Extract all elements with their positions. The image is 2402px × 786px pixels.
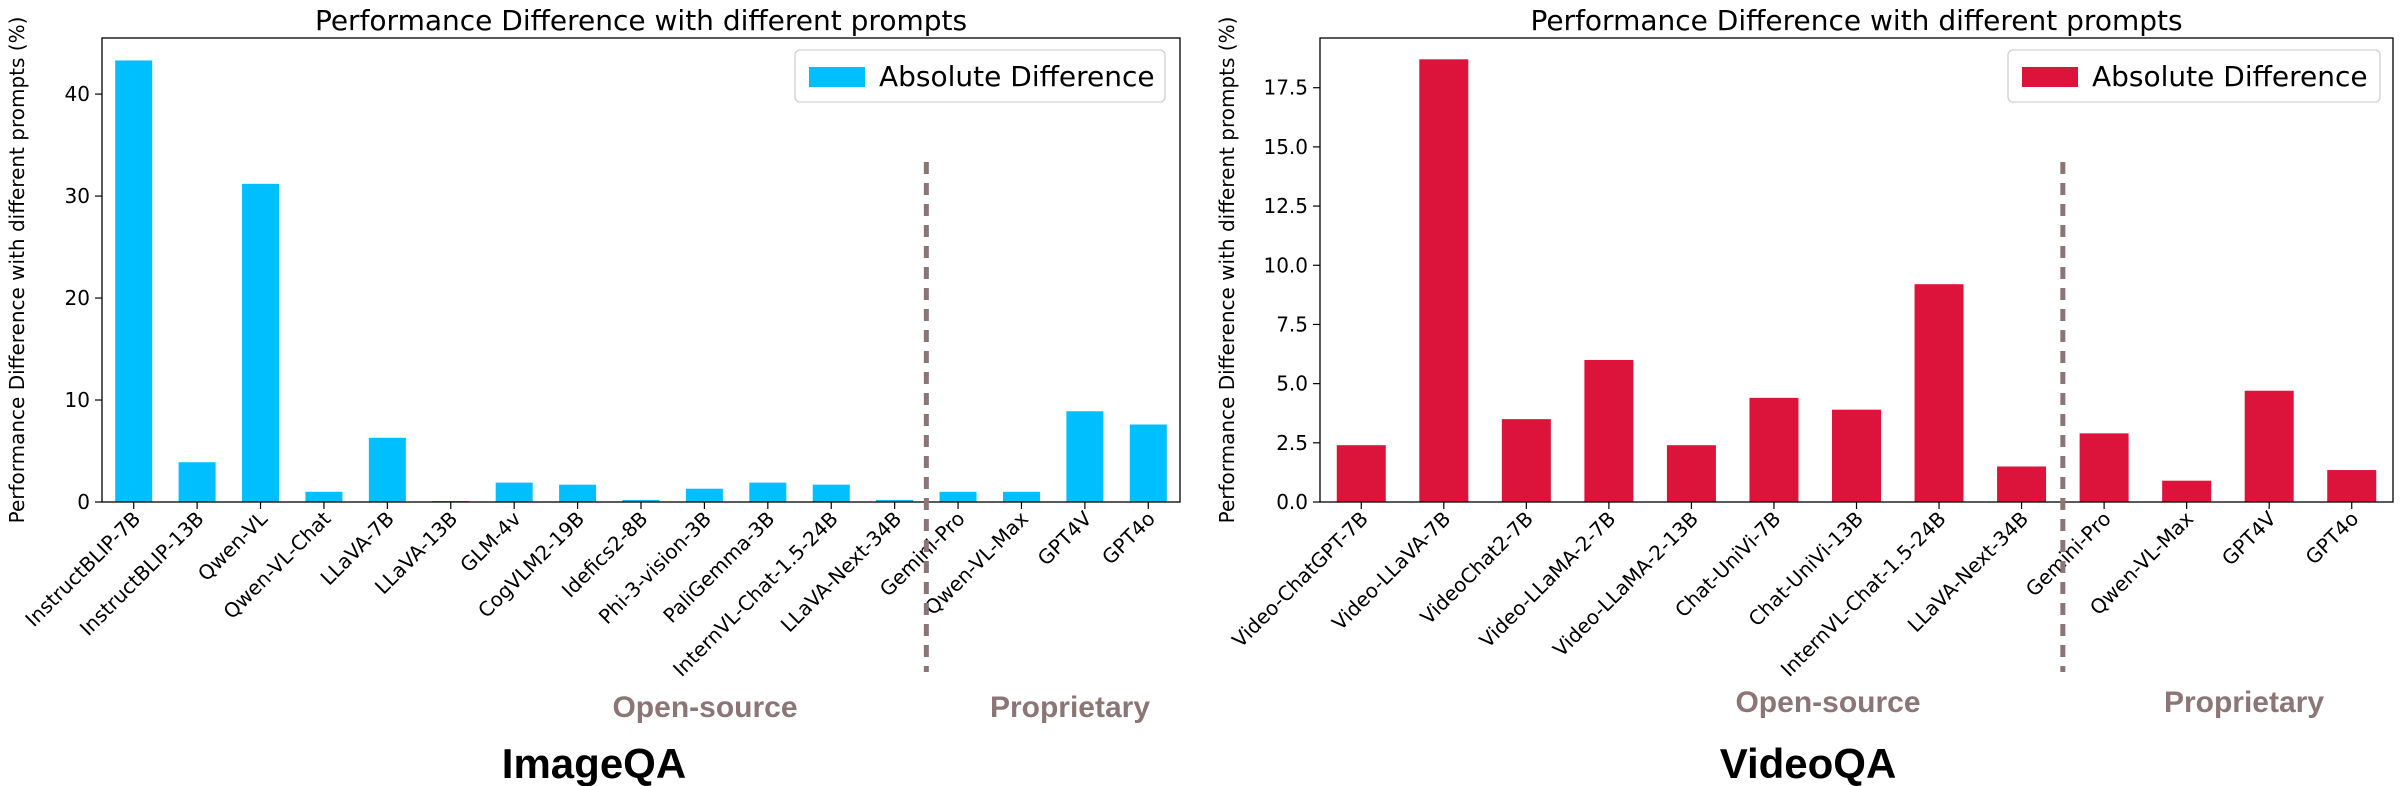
y-tick-label: 0 (77, 490, 90, 514)
bar (1129, 424, 1167, 502)
group-label-open-source: Open-source (1735, 686, 1920, 719)
legend-box (794, 49, 1166, 103)
y-axis-label: Performance Difference with different pr… (5, 17, 29, 524)
x-tick-label: GPT4V (1033, 506, 1097, 570)
x-tick-label: Qwen-VL-Chat (218, 506, 335, 623)
bar (559, 484, 597, 502)
y-tick-label: 2.5 (1276, 431, 1308, 455)
chart-title: Performance Difference with different pr… (315, 4, 967, 37)
panel-label: VideoQA (1720, 740, 1897, 786)
y-axis-label: Performance Difference with different pr… (1215, 17, 1239, 524)
chart-panel-1: Performance Difference with different pr… (5, 4, 1181, 786)
bar (2162, 480, 2212, 502)
panel-label: ImageQA (502, 740, 686, 786)
group-label-proprietary: Proprietary (2164, 686, 2324, 719)
bar (2244, 390, 2294, 502)
bar (1584, 359, 1634, 502)
bar (2079, 433, 2129, 502)
x-tick-label: Phi-3-vision-3B (594, 507, 716, 629)
bars (1336, 59, 2377, 502)
bar (685, 488, 723, 502)
bar (1666, 445, 1716, 502)
bar (2327, 470, 2377, 502)
bar (495, 482, 533, 502)
x-tick-label: InternVL-Chat-1.5-24B (1776, 507, 1951, 682)
bar (305, 491, 343, 502)
y-tick-label: 17.5 (1263, 76, 1308, 100)
y-tick-label: 30 (65, 184, 90, 208)
legend-swatch (809, 67, 865, 87)
legend: Absolute Difference (794, 49, 1166, 103)
bar (1336, 445, 1386, 502)
bar (242, 183, 280, 503)
y-tick-label: 10.0 (1263, 253, 1308, 277)
x-axis: InstructBLIP-7BInstructBLIP-13BQwen-VLQw… (20, 502, 1160, 681)
bar (622, 499, 660, 502)
bar (1914, 284, 1964, 502)
bar (178, 462, 216, 502)
x-tick-label: Video-ChatGPT-7B (1227, 507, 1373, 653)
bar (1419, 59, 1469, 502)
x-tick-label: Video-LLaMA-2-7B (1475, 507, 1621, 653)
x-axis: Video-ChatGPT-7BVideo-LLaVA-7BVideoChat2… (1227, 502, 2363, 681)
bar (939, 491, 977, 502)
bar (1749, 397, 1799, 502)
bar (812, 484, 850, 502)
bars (115, 60, 1167, 503)
y-tick-label: 0.0 (1276, 490, 1308, 514)
bar (115, 60, 153, 502)
legend-swatch (2022, 67, 2078, 87)
chart-title: Performance Difference with different pr… (1530, 4, 2182, 37)
y-tick-label: 7.5 (1276, 312, 1308, 336)
group-label-open-source: Open-source (612, 691, 797, 724)
legend-box (2007, 49, 2381, 103)
x-tick-label: InstructBLIP-7B (20, 507, 145, 632)
bar (1832, 409, 1881, 502)
bar (1997, 466, 2047, 502)
bar (749, 482, 787, 502)
y-tick-label: 12.5 (1263, 194, 1308, 218)
bar (1501, 419, 1551, 502)
legend-label: Absolute Difference (2092, 60, 2368, 93)
x-tick-label: GPT4o (2301, 507, 2364, 570)
chart-panel-2: Performance Difference with different pr… (1215, 4, 2394, 786)
y-tick-label: 5.0 (1276, 372, 1308, 396)
y-tick-label: 15.0 (1263, 135, 1308, 159)
x-tick-label: GPT4V (2217, 506, 2281, 570)
legend: Absolute Difference (2007, 49, 2381, 103)
y-tick-label: 20 (65, 286, 90, 310)
group-label-proprietary: Proprietary (990, 691, 1150, 724)
legend-label: Absolute Difference (879, 60, 1155, 93)
bar (368, 437, 406, 502)
x-tick-label: GPT4o (1097, 507, 1160, 570)
bar (1002, 491, 1040, 502)
x-tick-label: PaliGemma-3B (658, 507, 779, 628)
y-tick-label: 10 (65, 388, 90, 412)
y-axis: 0.0 2.5 5.0 7.5 10.0 12.5 15.0 17.5 (1263, 76, 1320, 514)
y-axis: 0 10 20 30 40 (65, 82, 102, 514)
bar (876, 499, 914, 502)
bar (1066, 411, 1104, 502)
x-tick-label: Video-LLaMA-2-13B (1548, 507, 1703, 662)
y-tick-label: 40 (65, 82, 90, 106)
